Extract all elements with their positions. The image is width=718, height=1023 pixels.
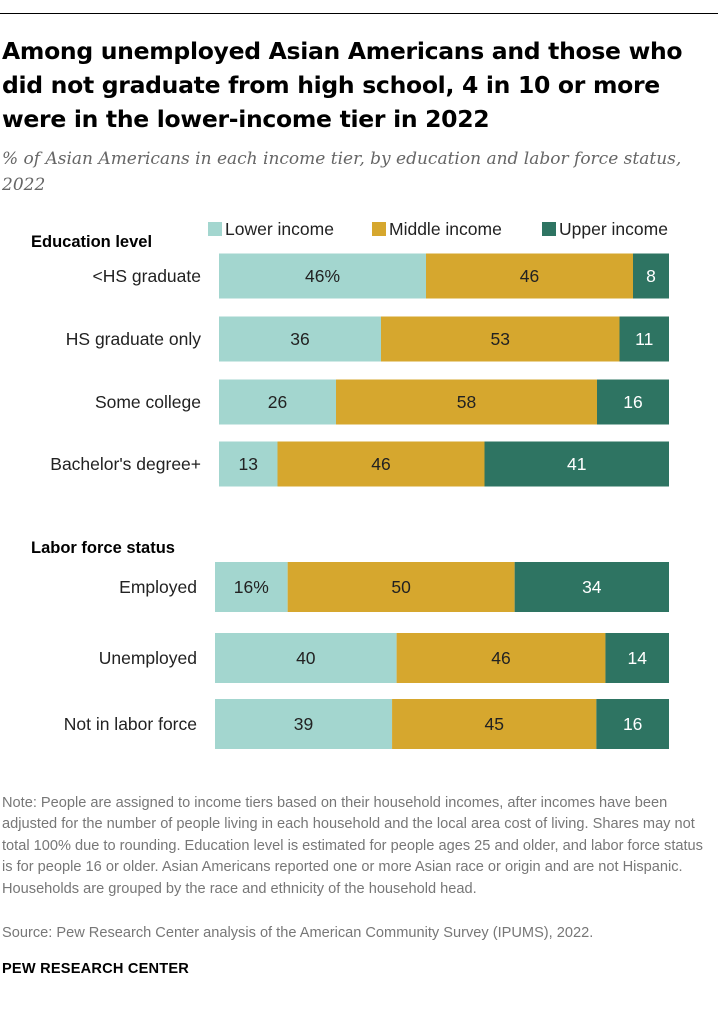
data-label: 16	[623, 392, 642, 412]
bar-segment-middle-income	[426, 253, 633, 299]
data-label: 36	[290, 329, 309, 349]
bar-segment-upper-income	[484, 441, 669, 487]
section-label-education-level: Education level	[31, 233, 152, 251]
data-label: 16	[623, 714, 642, 734]
bar-segment-upper-income	[596, 699, 669, 749]
data-label: 16%	[234, 577, 269, 597]
bar-segment-lower-income	[215, 699, 393, 749]
data-label: 40	[296, 648, 316, 668]
top-rule	[0, 13, 718, 14]
data-label: 46	[491, 648, 510, 668]
bar-segment-upper-income	[605, 633, 669, 683]
legend-swatch-lower-income	[208, 222, 222, 236]
data-label: 46%	[305, 266, 340, 286]
chart-note: Note: People are assigned to income tier…	[2, 795, 703, 897]
legend-swatch-upper-income	[542, 222, 556, 236]
legend-swatch-middle-income	[372, 222, 386, 236]
data-label: 34	[582, 577, 602, 597]
legend-label-middle-income: Middle income	[389, 219, 502, 239]
bar-segment-lower-income	[219, 253, 426, 299]
bar-segment-lower-income	[219, 441, 278, 487]
bar-segment-lower-income	[219, 316, 381, 362]
bar-segment-middle-income	[277, 441, 485, 487]
bar-segment-middle-income	[392, 699, 597, 749]
data-label: 39	[294, 714, 313, 734]
category-label: HS graduate only	[66, 329, 201, 349]
chart-subtitle: % of Asian Americans in each income tier…	[2, 149, 682, 195]
chart-source: Source: Pew Research Center analysis of …	[2, 925, 594, 941]
stacked-bar-chart: Lower income Middle income Upper income Edu…	[31, 219, 669, 749]
data-label: 58	[457, 392, 476, 412]
bar-segment-lower-income	[215, 633, 397, 683]
category-label: Bachelor's degree+	[50, 454, 201, 474]
data-label: 46	[520, 266, 539, 286]
brand-logo: PEW RESEARCH CENTER	[2, 961, 190, 977]
legend-label-upper-income: Upper income	[559, 219, 668, 239]
data-label: 50	[391, 577, 411, 597]
bar-segment-upper-income	[597, 379, 669, 425]
bar-segment-upper-income	[619, 316, 669, 362]
bar-segment-middle-income	[287, 562, 515, 612]
legend-label-lower-income: Lower income	[225, 219, 334, 239]
category-label: Unemployed	[99, 648, 197, 668]
data-label: 41	[567, 454, 586, 474]
category-label: Some college	[95, 392, 201, 412]
data-label: 14	[627, 648, 647, 668]
category-label: Employed	[119, 577, 197, 597]
data-label: 53	[491, 329, 510, 349]
bar-segment-upper-income	[514, 562, 669, 612]
chart-title: Among unemployed Asian Americans and tho…	[2, 37, 683, 133]
bar-segment-middle-income	[336, 379, 597, 425]
data-label: 45	[484, 714, 503, 734]
data-label: 26	[268, 392, 287, 412]
section-label-labor-force-status: Labor force status	[31, 539, 175, 557]
bar-segment-middle-income	[396, 633, 606, 683]
bar-segment-lower-income	[215, 562, 288, 612]
category-label: <HS graduate	[93, 266, 201, 286]
bar-segment-middle-income	[381, 316, 620, 362]
data-label: 11	[635, 329, 653, 349]
data-label: 13	[239, 454, 258, 474]
data-label: 46	[371, 454, 390, 474]
bar-segment-lower-income	[219, 379, 336, 425]
data-label: 8	[646, 266, 656, 286]
category-label: Not in labor force	[64, 714, 197, 734]
bar-segment-upper-income	[633, 253, 669, 299]
